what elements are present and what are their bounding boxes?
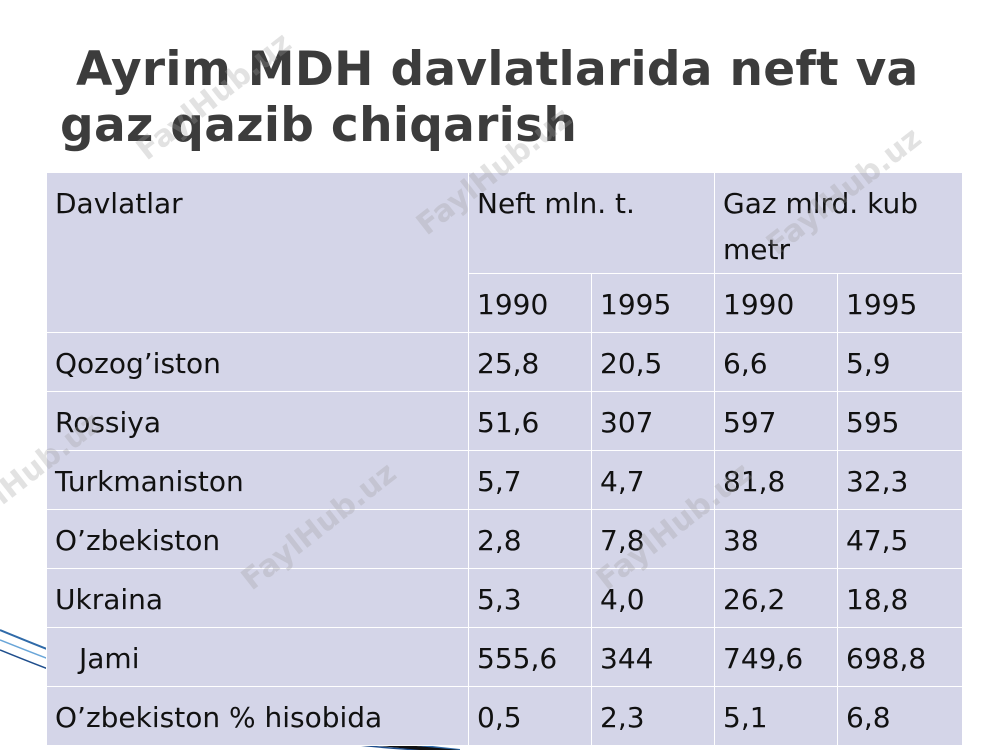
table-row: Rossiya 51,6 307 597 595: [46, 391, 963, 451]
row-country: Rossiya: [46, 391, 469, 451]
table-row: Turkmaniston 5,7 4,7 81,8 32,3: [46, 450, 963, 510]
cell-oil-1995: 4,0: [591, 568, 715, 628]
cell-oil-1990: 5,3: [468, 568, 592, 628]
row-country: Turkmaniston: [46, 450, 469, 510]
cell-oil-1995: 2,3: [591, 686, 715, 746]
table-row-percent: O’zbekiston % hisobida 0,5 2,3 5,1 6,8: [46, 686, 963, 746]
cell-oil-1995: 20,5: [591, 332, 715, 392]
cell-oil-1990: 51,6: [468, 391, 592, 451]
cell-gas-1995: 47,5: [837, 509, 963, 569]
table-row: Ukraina 5,3 4,0 26,2 18,8: [46, 568, 963, 628]
table-row: Qozog’iston 25,8 20,5 6,6 5,9: [46, 332, 963, 392]
cell-gas-1990: 6,6: [714, 332, 838, 392]
cell-oil-1995: 344: [591, 627, 715, 687]
cell-gas-1990: 597: [714, 391, 838, 451]
cell-gas-1990: 81,8: [714, 450, 838, 510]
title-line-1: Ayrim MDH davlatlarida neft va: [76, 42, 919, 97]
cell-gas-1995: 32,3: [837, 450, 963, 510]
cell-gas-1990: 5,1: [714, 686, 838, 746]
header-country: Davlatlar: [46, 172, 469, 333]
title-line-2: gaz qazib chiqarish: [60, 98, 578, 153]
cell-gas-1990: 749,6: [714, 627, 838, 687]
cell-oil-1990: 25,8: [468, 332, 592, 392]
header-gas-group: Gaz mlrd. kub metr: [714, 172, 963, 274]
table-year-row: 1990 1995 1990 1995: [47, 273, 963, 333]
row-country: Jami: [46, 627, 469, 687]
table-row-total: Jami 555,6 344 749,6 698,8: [46, 627, 963, 687]
cell-gas-1995: 5,9: [837, 332, 963, 392]
row-country: O’zbekiston: [46, 509, 469, 569]
page-title: Ayrim MDH davlatlarida neft va gaz qazib…: [60, 42, 960, 154]
row-country: O’zbekiston % hisobida: [46, 686, 469, 746]
header-year-gas-1990: 1990: [714, 273, 838, 333]
header-oil-group: Neft mln. t.: [468, 172, 715, 274]
table-row: O’zbekiston 2,8 7,8 38 47,5: [46, 509, 963, 569]
cell-oil-1990: 555,6: [468, 627, 592, 687]
oil-gas-table: Davlatlar Neft mln. t. Gaz mlrd. kub met…: [46, 172, 963, 746]
cell-oil-1995: 7,8: [591, 509, 715, 569]
row-country: Qozog’iston: [46, 332, 469, 392]
header-year-oil-1995: 1995: [591, 273, 715, 333]
cell-oil-1990: 5,7: [468, 450, 592, 510]
header-year-gas-1995: 1995: [837, 273, 963, 333]
cell-oil-1990: 0,5: [468, 686, 592, 746]
row-country: Ukraina: [46, 568, 469, 628]
cell-gas-1995: 698,8: [837, 627, 963, 687]
cell-oil-1995: 307: [591, 391, 715, 451]
cell-gas-1995: 595: [837, 391, 963, 451]
cell-gas-1990: 26,2: [714, 568, 838, 628]
cell-oil-1995: 4,7: [591, 450, 715, 510]
table-header-row: Davlatlar Neft mln. t. Gaz mlrd. kub met…: [46, 172, 963, 333]
cell-gas-1995: 18,8: [837, 568, 963, 628]
cell-gas-1990: 38: [714, 509, 838, 569]
cell-gas-1995: 6,8: [837, 686, 963, 746]
cell-oil-1990: 2,8: [468, 509, 592, 569]
header-year-oil-1990: 1990: [468, 273, 592, 333]
